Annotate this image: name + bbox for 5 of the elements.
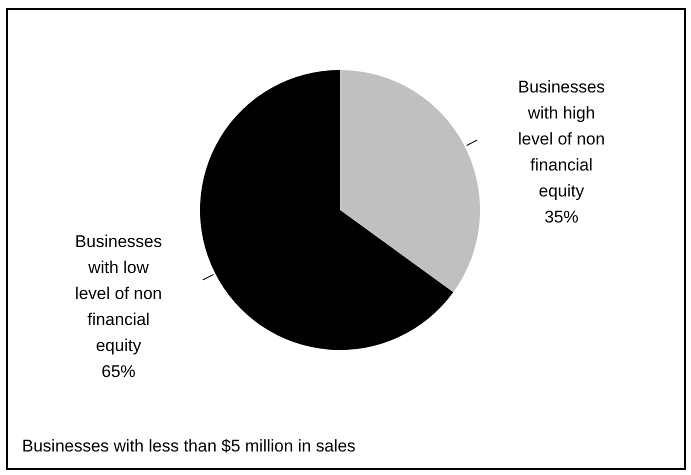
text: Businesses with less than $5 million in sales [22, 436, 356, 456]
slice-label: Businesses with low level of non financial equity [75, 232, 162, 355]
data-label: 65% [102, 362, 136, 381]
data-label: 35% [544, 208, 578, 227]
slice-label: Businesses with high level of non financial equity [518, 78, 605, 201]
